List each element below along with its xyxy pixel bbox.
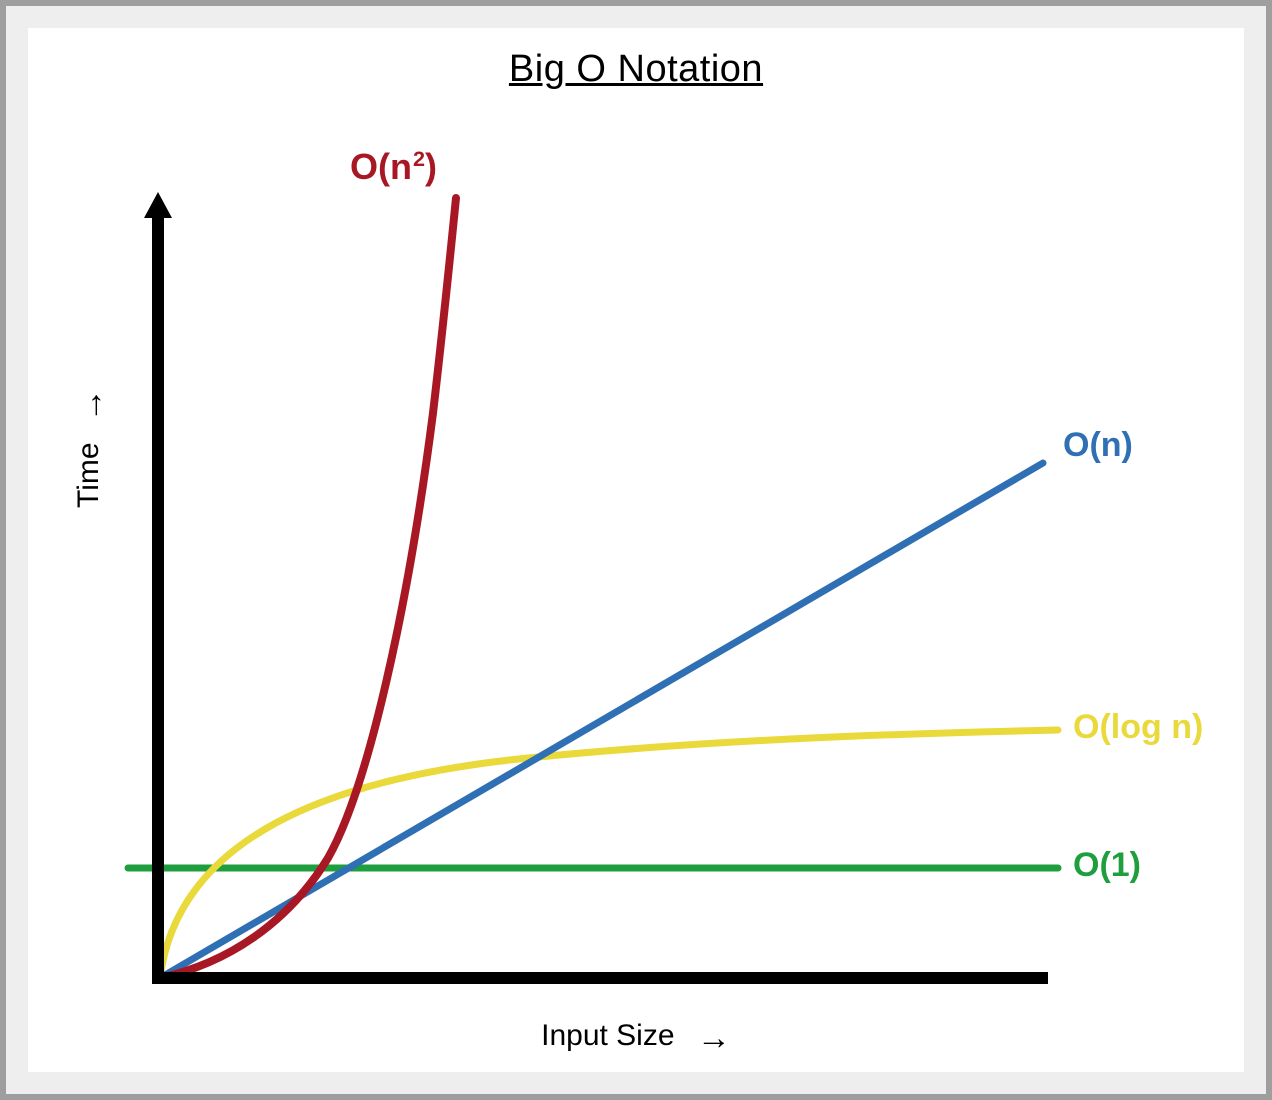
series-ologn-line — [160, 730, 1058, 978]
outer-frame: Big O Notation Time → Input Size → — [0, 0, 1272, 1100]
series-label-on: O(n) — [1063, 426, 1133, 465]
series-label-o1: O(1) — [1073, 846, 1141, 885]
inner-frame: Big O Notation Time → Input Size → — [6, 6, 1266, 1094]
plot-svg — [28, 28, 1244, 1072]
series-label-on2: O(n2) — [350, 146, 437, 188]
series-on2-line — [160, 198, 456, 978]
y-axis-arrowhead-icon — [144, 192, 172, 218]
series-label-ologn: O(log n) — [1073, 708, 1203, 747]
chart-panel: Big O Notation Time → Input Size → — [28, 28, 1244, 1072]
